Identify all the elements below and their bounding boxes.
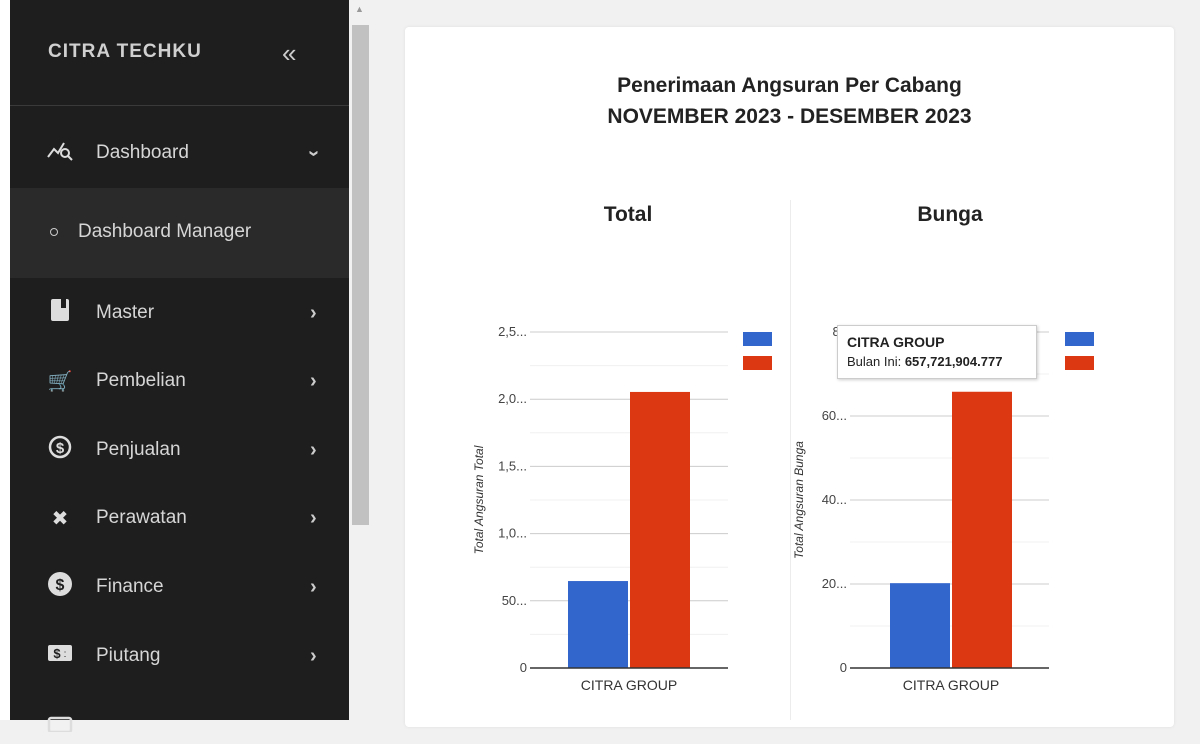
bar-series-1 <box>952 391 1012 668</box>
card-icon <box>46 710 74 738</box>
sidebar-item-label: Finance <box>96 576 164 597</box>
y-tick-label: 0 <box>840 660 847 675</box>
bar-series-0 <box>890 583 950 668</box>
divider <box>10 105 349 106</box>
sidebar-item-finance[interactable]: $ Finance › <box>10 567 349 607</box>
tooltip-value: 657,721,904.777 <box>904 354 1003 369</box>
chart-total: 0 50... 1,0... 1,5... 2,0... 2,5... CITRA GROU… <box>472 324 772 693</box>
svg-text:$: $ <box>53 646 61 661</box>
sidebar-item-piutang[interactable]: $: Piutang › <box>10 636 349 676</box>
y-axis-label: Total Angsuran Total <box>472 445 486 554</box>
y-axis-label: Total Angsuran Bunga <box>792 441 806 559</box>
money-bill-icon: $: <box>46 642 74 670</box>
brand-name: CITRA TECHKU <box>48 41 202 62</box>
chevron-right-icon: › <box>310 438 317 461</box>
tooltip-row: Bulan Ini: 657,721,904.777 <box>847 354 1002 369</box>
sidebar-item-master[interactable]: Master › <box>10 293 349 333</box>
scroll-up-arrow-icon[interactable]: ▲ <box>355 4 364 14</box>
sidebar-item-label: Dashboard <box>96 142 189 163</box>
y-tick-label: 20... <box>822 576 847 591</box>
svg-text:$: $ <box>56 577 65 594</box>
y-tick-label: 2,0... <box>498 391 527 406</box>
sidebar-item-label: Penjualan <box>96 439 181 460</box>
y-tick-label: 1,0... <box>498 526 527 541</box>
bar-series-0 <box>568 581 628 668</box>
chart-tooltip: CITRA GROUP Bulan Ini: 657,721,904.777 <box>837 325 1037 379</box>
sidebar-item-partial[interactable] <box>10 704 349 744</box>
legend-swatch-1 <box>1065 356 1094 370</box>
bullet-icon <box>50 228 58 236</box>
page-subtitle: NOVEMBER 2023 - DESEMBER 2023 <box>607 105 972 128</box>
bar-series-1 <box>630 391 690 668</box>
svg-text:$: $ <box>56 440 65 457</box>
x-category-label: CITRA GROUP <box>903 677 999 693</box>
chart-search-icon <box>46 139 74 167</box>
y-tick-label: 0 <box>520 660 527 675</box>
sidebar-item-label: Pembelian <box>96 370 186 391</box>
dollar-circle-icon: $ <box>46 571 74 603</box>
chevron-right-icon: › <box>310 644 317 667</box>
sidebar-subitem-dashboard-manager[interactable]: Dashboard Manager <box>50 221 251 243</box>
legend-swatch-0 <box>743 332 772 346</box>
chevron-right-icon: › <box>310 506 317 529</box>
legend-swatch-0 <box>1065 332 1094 346</box>
sidebar-item-label: Perawatan <box>96 507 187 528</box>
chart-divider <box>790 200 791 720</box>
scrollbar-thumb[interactable] <box>352 25 369 525</box>
sidebar-item-pembelian[interactable]: 🛒 Pembelian › <box>10 361 349 401</box>
dashboard-submenu: Dashboard Manager <box>10 188 349 278</box>
sidebar: CITRA TECHKU « Dashboard › Dashboard Man… <box>10 0 349 734</box>
book-icon <box>46 298 74 328</box>
x-category-label: CITRA GROUP <box>581 677 677 693</box>
y-tick-label: 1,5... <box>498 458 527 473</box>
sidebar-item-dashboard[interactable]: Dashboard › <box>10 133 349 173</box>
scrollbar[interactable]: ▲ <box>350 0 370 720</box>
chart-title-bunga: Bunga <box>917 203 983 226</box>
sidebar-item-label: Master <box>96 302 155 323</box>
sidebar-item-penjualan[interactable]: $ Penjualan › <box>10 430 349 470</box>
chart-title-total: Total <box>603 203 653 226</box>
tooltip-series: Bulan Ini: <box>847 354 902 369</box>
legend-swatch-1 <box>743 356 772 370</box>
page-title: Penerimaan Angsuran Per Cabang <box>617 74 962 97</box>
y-tick-label: 2,5... <box>498 324 527 339</box>
collapse-sidebar-icon[interactable]: « <box>282 38 297 68</box>
y-tick-label: 50... <box>502 593 527 608</box>
y-tick-label: 40... <box>822 492 847 507</box>
svg-text::: : <box>64 649 67 660</box>
chevron-right-icon: › <box>310 369 317 392</box>
chevron-right-icon: › <box>310 575 317 598</box>
dollar-cycle-icon: $ <box>46 434 74 466</box>
sidebar-subitem-label: Dashboard Manager <box>78 221 252 242</box>
chart-card <box>405 27 1174 727</box>
sidebar-item-label: Piutang <box>96 645 161 666</box>
y-tick-label: 60... <box>822 408 847 423</box>
tooltip-category: CITRA GROUP <box>847 334 945 350</box>
cart-plus-icon: 🛒 <box>47 370 73 393</box>
chevron-right-icon: › <box>310 301 317 324</box>
sidebar-item-perawatan[interactable]: ✖ Perawatan › <box>10 498 349 538</box>
chevron-down-icon: › <box>302 149 325 157</box>
tools-icon: ✖ <box>51 507 69 530</box>
page-edge <box>0 0 10 720</box>
